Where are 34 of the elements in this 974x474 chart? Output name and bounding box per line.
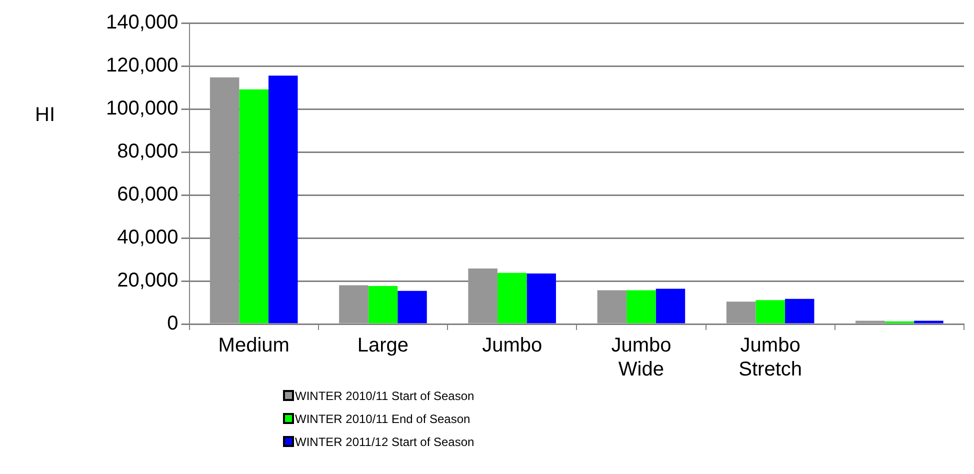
bar <box>339 285 368 324</box>
bar <box>268 76 298 324</box>
bar <box>784 298 814 324</box>
bar <box>914 320 944 324</box>
bar <box>526 273 556 324</box>
bar <box>626 290 656 324</box>
legend-label: WINTER 2010/11 End of Season <box>295 412 470 426</box>
y-tick-label: 40,000 <box>117 226 178 249</box>
bar <box>597 290 627 324</box>
bar <box>239 89 268 324</box>
x-tick-label: Medium <box>218 334 290 357</box>
bar <box>656 288 686 324</box>
y-axis-title: HI <box>35 104 55 127</box>
y-tick-label: 60,000 <box>117 184 178 206</box>
y-tick-label: 140,000 <box>106 12 178 34</box>
legend-label: WINTER 2010/11 Start of Season <box>295 388 474 402</box>
x-tick-label: Large <box>357 334 409 357</box>
y-tick-label: 120,000 <box>106 54 178 77</box>
bar <box>468 268 498 324</box>
bar <box>726 302 756 324</box>
x-tick-label: Jumbo Wide <box>611 334 672 381</box>
bar <box>210 77 240 324</box>
x-tick-label: Jumbo Stretch <box>738 334 802 381</box>
bar <box>398 290 427 324</box>
bar <box>756 300 785 324</box>
bar <box>856 320 885 324</box>
y-tick-label: 20,000 <box>117 270 178 292</box>
bar <box>368 286 398 324</box>
x-tick-label: Jumbo <box>482 334 542 357</box>
bar <box>497 272 527 324</box>
legend-label: WINTER 2011/12 Start of Season <box>295 434 474 448</box>
y-tick-label: 0 <box>167 312 178 335</box>
y-tick-label: 80,000 <box>117 140 178 163</box>
y-tick-label: 100,000 <box>106 98 178 120</box>
